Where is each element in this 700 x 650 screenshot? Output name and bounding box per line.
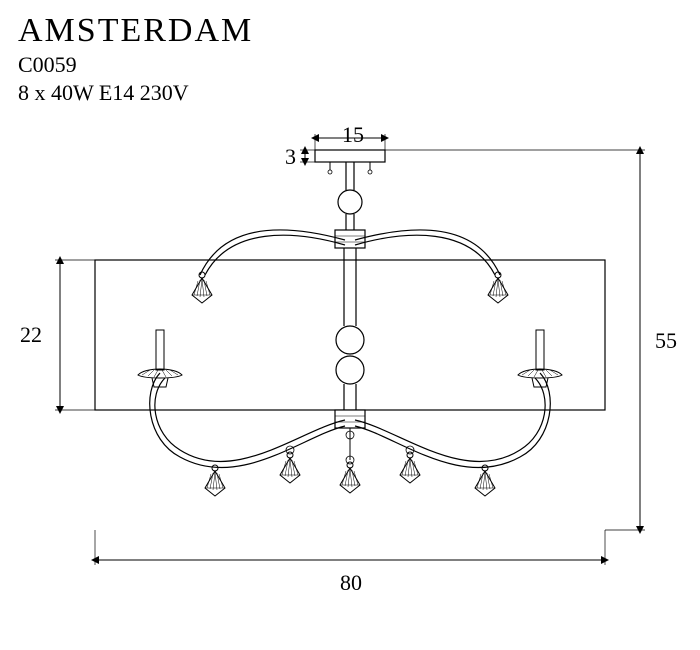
pendant-icon [488,272,508,303]
dim-total-width: 80 [340,570,362,596]
pendant-icon [280,452,300,483]
upper-arm-right [355,230,500,275]
header: AMSTERDAM C0059 8 x 40W E14 230V [18,12,253,106]
pendant-icon [205,465,225,496]
dim-canopy-height: 3 [285,144,296,170]
technical-drawing: 15 3 22 55 80 [0,130,700,640]
product-title: AMSTERDAM [18,12,253,50]
upper-arm-left [200,230,345,275]
canopy [315,150,385,162]
lower-arm-right [355,378,545,462]
stem-ball [338,190,362,214]
pendant-icon [340,462,360,493]
pendant-icon [192,272,212,303]
pendant-icon [400,452,420,483]
dim-shade-height: 22 [20,322,42,348]
pendant-icon [475,465,495,496]
electrical-spec: 8 x 40W E14 230V [18,80,253,106]
stem-ball [336,326,364,354]
lower-hub [335,410,365,428]
candle-icon [138,330,182,387]
stem-ball [336,356,364,384]
candle-icon [518,330,562,387]
lower-arm-left [155,378,345,462]
dim-canopy-width: 15 [342,122,364,148]
dim-total-height: 55 [655,328,677,354]
model-number: C0059 [18,52,253,78]
shade-outline [95,260,605,410]
